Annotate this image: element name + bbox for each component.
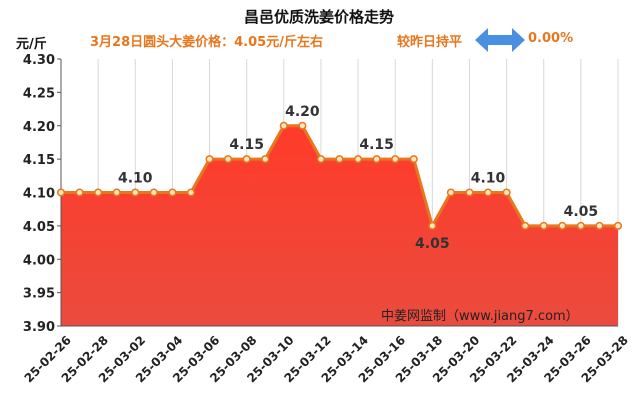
data-point [558,221,567,230]
data-label: 4.10 [118,171,153,187]
data-point [613,221,623,230]
data-point [298,121,307,130]
y-tick-label: 4.00 [23,253,55,268]
data-point [112,188,121,197]
data-point [354,155,363,164]
data-point [94,188,103,197]
y-tick-labels: 4.30 4.25 4.20 4.15 4.10 4.05 4.00 3.95 3.90 [23,53,55,335]
data-point [75,188,84,197]
data-label: 4.05 [415,236,450,252]
data-point [465,188,474,197]
data-point [205,155,214,164]
data-label: 4.15 [229,137,264,153]
data-point [168,188,177,197]
y-tick-label: 4.25 [23,86,55,101]
price-summary: 3月28日圆头大姜价格：4.05元/斤左右 [90,35,323,50]
data-point [595,221,604,230]
data-point [391,155,400,164]
data-point [576,221,585,230]
data-point [521,221,530,230]
data-point [409,155,418,164]
data-point [483,188,493,197]
data-point [372,155,381,164]
x-tick-labels: 25-02-2625-02-2825-03-0225-03-0425-03-06… [22,333,631,385]
y-tick-label: 3.95 [23,287,55,302]
data-label: 4.15 [359,137,394,153]
data-labels: 4.10 4.15 4.20 4.15 4.05 4.10 4.05 [118,104,598,252]
data-point [224,155,233,164]
y-tick-label: 3.90 [23,320,55,335]
y-tick-label: 4.05 [23,220,55,235]
data-label: 4.10 [471,171,506,187]
y-tick-label: 4.15 [23,153,55,168]
data-point [316,155,325,164]
data-point [261,155,270,164]
change-percent: 0.00% [528,31,574,46]
data-label: 4.20 [285,104,320,120]
data-point [131,188,140,197]
chart-title: 昌邑优质洗姜价格走势 [243,8,394,26]
y-tick-label: 4.30 [23,53,55,68]
y-axis-unit: 元/斤 [16,37,47,52]
double-arrow-icon [475,28,525,52]
data-point [279,121,288,130]
data-point [502,188,511,197]
data-point [446,188,455,197]
data-point [56,188,66,197]
data-point [335,155,344,164]
compare-text: 较昨日持平 [397,35,463,50]
data-label: 4.05 [564,204,599,220]
watermark: 中姜网监制（www.jiang7.com） [381,309,579,324]
data-point [428,221,437,230]
data-point [242,155,251,164]
y-tick-label: 4.20 [23,120,55,135]
y-tick-label: 4.10 [23,187,55,202]
data-markers [56,121,623,230]
data-point [539,221,548,230]
data-point [186,188,196,197]
data-point [149,188,158,197]
